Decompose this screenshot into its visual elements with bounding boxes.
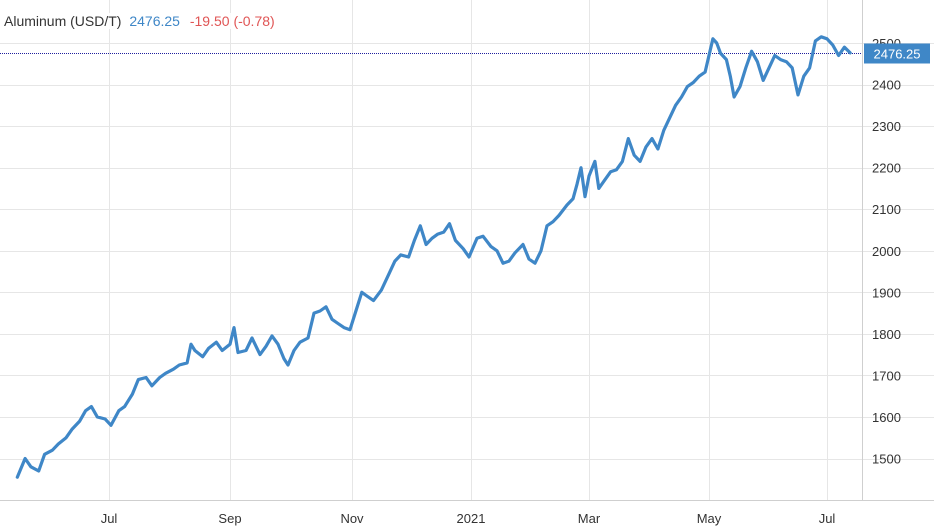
x-tick-label: 2021 xyxy=(457,511,486,526)
last-price-tag-background xyxy=(864,43,930,64)
y-tick-label: 2100 xyxy=(872,202,901,217)
x-tick-label: Mar xyxy=(578,511,601,526)
y-tick-label: 2400 xyxy=(872,78,901,93)
series-line xyxy=(15,35,852,479)
last-price-tag-label: 2476.25 xyxy=(874,47,921,62)
y-tick-label: 1500 xyxy=(872,452,901,467)
x-axis-ticks: Jul Sep Nov 2021 Mar May Jul xyxy=(101,511,836,526)
y-axis-ticks: 1500 1600 1700 1800 1900 2000 2100 2200 2300 2400… xyxy=(872,36,901,467)
y-tick-label: 2200 xyxy=(872,161,901,176)
chart-legend: Aluminum (USD/T) 2476.25 -19.50 (-0.78) xyxy=(4,13,279,29)
legend-series-name: Aluminum (USD/T) xyxy=(4,13,122,29)
x-tick-label: May xyxy=(697,511,722,526)
legend-last-price: 2476.25 xyxy=(129,13,180,29)
y-tick-label: 2300 xyxy=(872,119,901,134)
y-tick-label: 1700 xyxy=(872,368,901,383)
last-price-tag: 2476.25 xyxy=(864,43,930,64)
x-tick-label: Jul xyxy=(819,511,836,526)
x-tick-label: Nov xyxy=(340,511,364,526)
legend-change: -19.50 (-0.78) xyxy=(189,13,275,29)
y-tick-label: 1800 xyxy=(872,327,901,342)
y-tick-label: 2000 xyxy=(872,244,901,259)
x-tick-label: Sep xyxy=(218,511,241,526)
series-layer xyxy=(15,35,852,479)
x-tick-label: Jul xyxy=(101,511,118,526)
y-tick-label: 1600 xyxy=(872,410,901,425)
y-tick-label: 1900 xyxy=(872,285,901,300)
